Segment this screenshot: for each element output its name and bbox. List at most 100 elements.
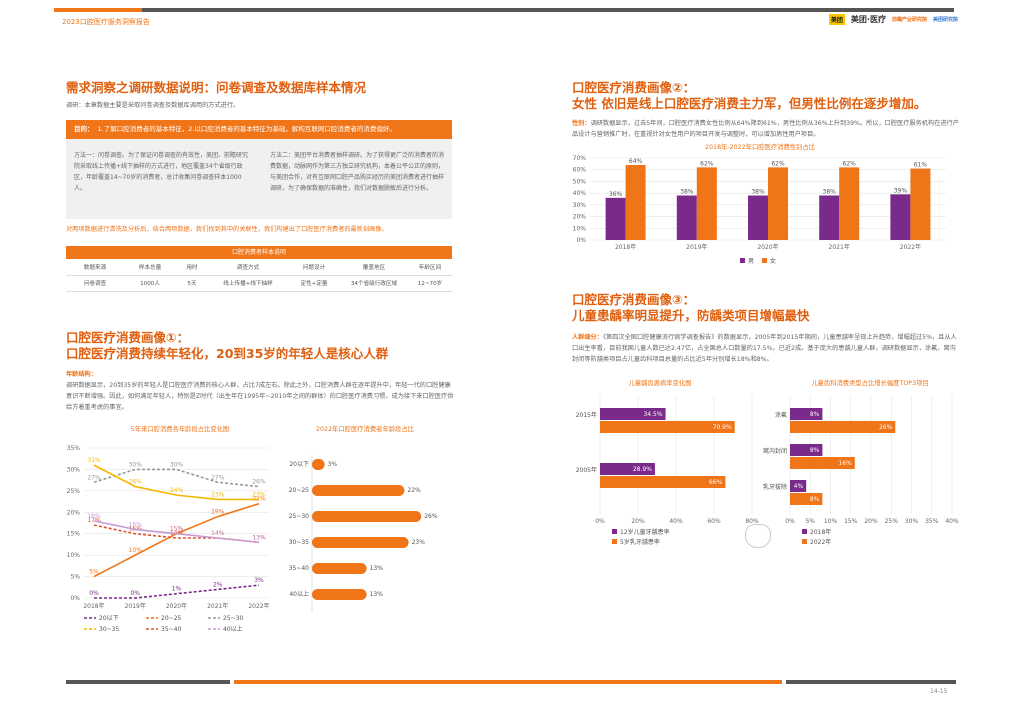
- x-tick-label: 2018年: [83, 602, 104, 610]
- bar: [312, 537, 409, 548]
- legend-swatch: [802, 539, 807, 544]
- bar: [600, 463, 655, 475]
- table-header-cell: 覆盖地区: [362, 265, 386, 271]
- x-tick-label: 0%: [785, 518, 795, 525]
- meituan-logo-icon: 美团: [828, 14, 845, 25]
- bar: [790, 408, 823, 420]
- legend-label: 25~30: [223, 615, 243, 622]
- table-header-cell: 数据来源: [83, 265, 107, 271]
- x-tick-label: 2021年: [207, 602, 228, 610]
- footer-line-left: [66, 680, 230, 684]
- table-header-cell: 用时: [186, 265, 198, 271]
- data-label: 0%: [89, 590, 99, 597]
- portrait1-body: 调研数据显示，20到35岁的年轻人是口腔医疗消费的核心人群，占比7成左右。除此之…: [66, 382, 454, 411]
- top-bar-accent: [54, 8, 142, 12]
- chart5-title: 儿童齿科消费类型占比增长幅度TOP3项目: [811, 380, 929, 387]
- table-cell: 5天: [187, 281, 197, 287]
- gender-bar-chart: 0% 10% 20% 30% 40% 50% 60% 70% 36% 64% 2018年 38% 62%…: [573, 155, 946, 265]
- legend-swatch: [612, 529, 617, 534]
- data-label: 8%: [810, 496, 820, 503]
- age-line-chart: 0% 5% 10% 15% 20% 25% 30% 35% 2018年 2019年 2020年 202…: [67, 445, 270, 633]
- data-label: 18%: [87, 513, 101, 520]
- x-tick-label: 2020年: [166, 602, 187, 610]
- x-tick-label: 35%: [925, 518, 939, 525]
- data-label: 26%: [129, 479, 143, 486]
- data-label: 15%: [170, 526, 184, 533]
- data-label: 62%: [700, 160, 714, 167]
- category-label: 40以上: [289, 590, 309, 598]
- data-label: 23%: [412, 539, 426, 546]
- y-tick-label: 5%: [70, 574, 80, 581]
- data-label: 39%: [894, 187, 908, 194]
- portrait3-title-1: 口腔医疗消费画像③：: [572, 292, 696, 307]
- data-label: 4%: [794, 483, 804, 490]
- table-cell: 1000人: [140, 281, 160, 287]
- x-tick-label: 40%: [669, 518, 683, 525]
- chart2-title: 2022年口腔医疗消费者年龄段占比: [316, 426, 414, 433]
- category-label: 涂氟: [775, 411, 787, 419]
- y-tick-label: 40%: [573, 190, 587, 197]
- left-intro: 调研：本章数据主要是采取问卷调查及数据库调用的方式进行。: [66, 102, 240, 109]
- data-label: 1%: [172, 586, 182, 593]
- segment-label: 人群细分：: [572, 334, 603, 341]
- x-tick-label: 2021年: [829, 243, 850, 251]
- series-line: [93, 464, 259, 501]
- x-tick-label: 2020年: [757, 243, 778, 251]
- data-label: 15%: [170, 526, 184, 533]
- category-label: 30~35: [289, 539, 309, 546]
- bar: [748, 195, 768, 240]
- portrait1-sub: 年龄结构：: [66, 369, 97, 378]
- portrait1-title-1: 口腔医疗消费画像①：: [66, 330, 190, 345]
- bar: [790, 493, 823, 505]
- legend-label: 35~40: [161, 626, 181, 633]
- data-label: 14%: [211, 530, 225, 537]
- data-label: 31%: [87, 457, 101, 464]
- top-bar-line: [142, 8, 954, 12]
- bar: [600, 408, 666, 420]
- x-tick-label: 5%: [805, 518, 815, 525]
- data-label: 13%: [370, 565, 384, 572]
- bar: [768, 167, 788, 240]
- bar: [819, 195, 840, 240]
- chart1-title: 5年来口腔消费各年龄段占比变化图: [130, 426, 230, 433]
- chart3-title: 2018年-2022年口腔医疗消费性别占比: [705, 144, 815, 151]
- series-line: [93, 468, 260, 488]
- table-header-cell: 年龄区间: [418, 265, 442, 271]
- goal-label: 目的：: [74, 125, 94, 133]
- category-label: 2005年: [576, 466, 597, 474]
- data-label: 26%: [879, 424, 893, 431]
- data-label: 64%: [629, 158, 643, 165]
- series-line: [94, 584, 260, 599]
- goal-banner: 目的： 1.了解口腔消费者的基本特征，2.以口腔消费者的基本特征为基础，解构互联网…: [66, 120, 452, 139]
- legend-label: 女: [770, 257, 776, 265]
- table-cell: 34个省级行政区域: [350, 281, 398, 287]
- method-1: 方法一：问卷调查。为了保证问卷调查的有效性，美团、前瞻研究院采取线上传播+线下抽…: [74, 152, 249, 192]
- legend-label: 2018年: [810, 528, 831, 536]
- data-label: 62%: [771, 160, 785, 167]
- age-structure-label: 年龄结构：: [66, 371, 97, 378]
- data-label: 70.9%: [713, 424, 732, 431]
- legend-swatch: [802, 529, 807, 534]
- top-bar: 2023口腔医疗服务洞察报告 美团 美团·医疗 前瞻产业研究院 美团研究院: [54, 8, 966, 30]
- bar: [790, 480, 807, 492]
- x-tick-label: 20%: [864, 518, 878, 525]
- data-label: 14%: [211, 530, 225, 537]
- y-tick-label: 60%: [573, 167, 587, 174]
- data-label: 19%: [211, 509, 225, 516]
- y-tick-label: 25%: [67, 488, 81, 495]
- data-label: 2%: [213, 581, 223, 588]
- category-label: 2015年: [576, 411, 597, 419]
- data-label: 38%: [680, 188, 694, 195]
- table-cell: 问卷调查: [83, 281, 107, 287]
- data-label: 62%: [843, 160, 857, 167]
- tooth-icon: [745, 524, 771, 548]
- data-label: 66%: [709, 479, 723, 486]
- bar: [910, 168, 931, 240]
- y-tick-label: 30%: [573, 202, 587, 209]
- data-label: 36%: [609, 191, 623, 198]
- table-cell: 12~70岁: [417, 281, 443, 287]
- chart4-title: 儿童龋齿患病率变化图: [628, 380, 692, 387]
- sample-table-header: 数据来源 样本总量 用时 调查方式 问题设计 覆盖地区 年龄区间: [66, 261, 452, 276]
- bar: [790, 421, 896, 433]
- portrait3-text: 《第四次全国口腔健康流行病学调查报告》的数据显示，2005年到2015年期间，儿…: [572, 334, 957, 363]
